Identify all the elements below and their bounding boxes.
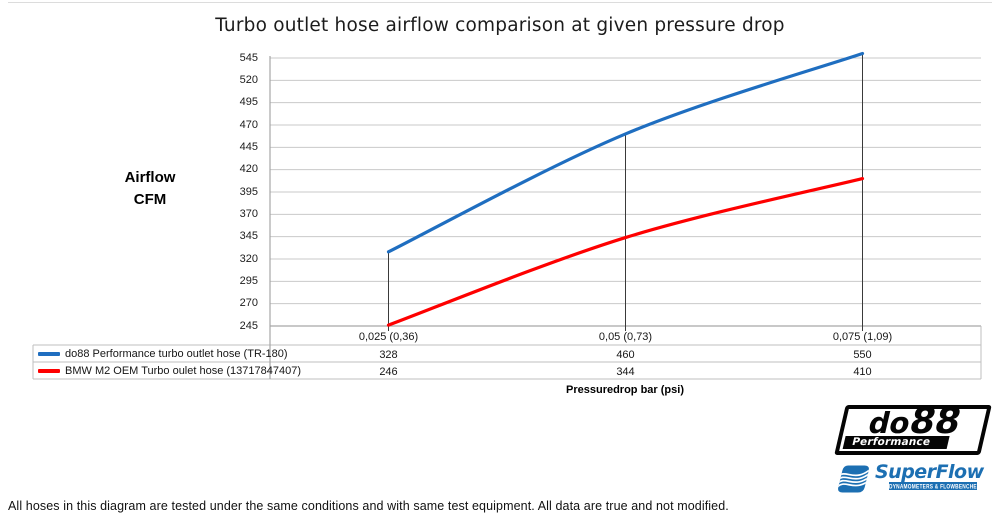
category-label-2: 0,05 (0,73) xyxy=(598,331,653,343)
legend-key-red-line xyxy=(38,369,60,373)
chart-title: Turbo outlet hose airflow comparison at … xyxy=(215,15,785,36)
y-tick-label-420: 420 xyxy=(239,163,258,176)
table-value-s1-c2: 344 xyxy=(616,366,635,378)
y-tick-label-545: 545 xyxy=(239,51,258,64)
legend-label-do88: do88 Performance turbo outlet hose (TR-1… xyxy=(65,348,288,360)
table-value-s1-c1: 246 xyxy=(379,366,398,378)
y-tick-label-320: 320 xyxy=(239,252,258,265)
table-value-s0-c1: 328 xyxy=(379,349,398,361)
y-tick-label-520: 520 xyxy=(239,73,258,86)
y-tick-label-395: 395 xyxy=(239,185,258,198)
footer-disclaimer: All hoses in this diagram are tested und… xyxy=(8,499,729,513)
table-value-s0-c2: 460 xyxy=(616,349,635,361)
series-line-0 xyxy=(386,51,865,254)
legend-label-bmw: BMW M2 OEM Turbo oulet hose (13717847407… xyxy=(65,365,302,377)
y-tick-label-495: 495 xyxy=(239,96,258,109)
table-value-s0-c3: 550 xyxy=(853,349,872,361)
category-label-3: 0,075 (1,09) xyxy=(832,331,893,343)
legend-key-blue-line xyxy=(38,352,60,356)
superflow-swoosh-icon xyxy=(838,465,869,493)
x-axis-title: Pressuredrop bar (psi) xyxy=(566,384,684,396)
do88-logo-tagline: Performance xyxy=(842,436,950,449)
category-label-1: 0,025 (0,36) xyxy=(358,331,419,343)
y-axis-label-line1: Airflow xyxy=(124,169,176,186)
y-tick-label-345: 345 xyxy=(239,230,258,243)
superflow-logo-tagline-bar: DYNAMOMETERS & FLOWBENCHES xyxy=(889,482,977,490)
do88-logo-box: do88 Performance xyxy=(834,401,992,455)
y-tick-label-295: 295 xyxy=(239,274,258,287)
y-tick-label-470: 470 xyxy=(239,118,258,131)
superflow-logo-textblock: SuperFlow DYNAMOMETERS & FLOWBENCHES xyxy=(875,462,984,490)
y-axis-label-line2: CFM xyxy=(133,191,167,208)
y-tick-label-270: 270 xyxy=(239,297,258,310)
y-tick-label-370: 370 xyxy=(239,207,258,220)
y-tick-label-445: 445 xyxy=(239,140,258,153)
y-tick-label-245: 245 xyxy=(239,319,258,332)
legend-row-do88: do88 Performance turbo outlet hose (TR-1… xyxy=(38,346,288,362)
do88-logo: do88 Performance xyxy=(834,401,992,455)
y-axis-label: Airflow CFM xyxy=(100,167,200,211)
series-line-1 xyxy=(386,177,865,327)
superflow-logo: SuperFlow DYNAMOMETERS & FLOWBENCHES xyxy=(838,462,988,498)
table-value-s1-c3: 410 xyxy=(853,366,872,378)
chart-frame-top-border xyxy=(8,2,992,3)
legend-row-bmw: BMW M2 OEM Turbo oulet hose (13717847407… xyxy=(38,363,301,379)
superflow-logo-name: SuperFlow xyxy=(875,461,984,483)
superflow-logo-tagline: DYNAMOMETERS & FLOWBENCHES xyxy=(889,482,977,490)
